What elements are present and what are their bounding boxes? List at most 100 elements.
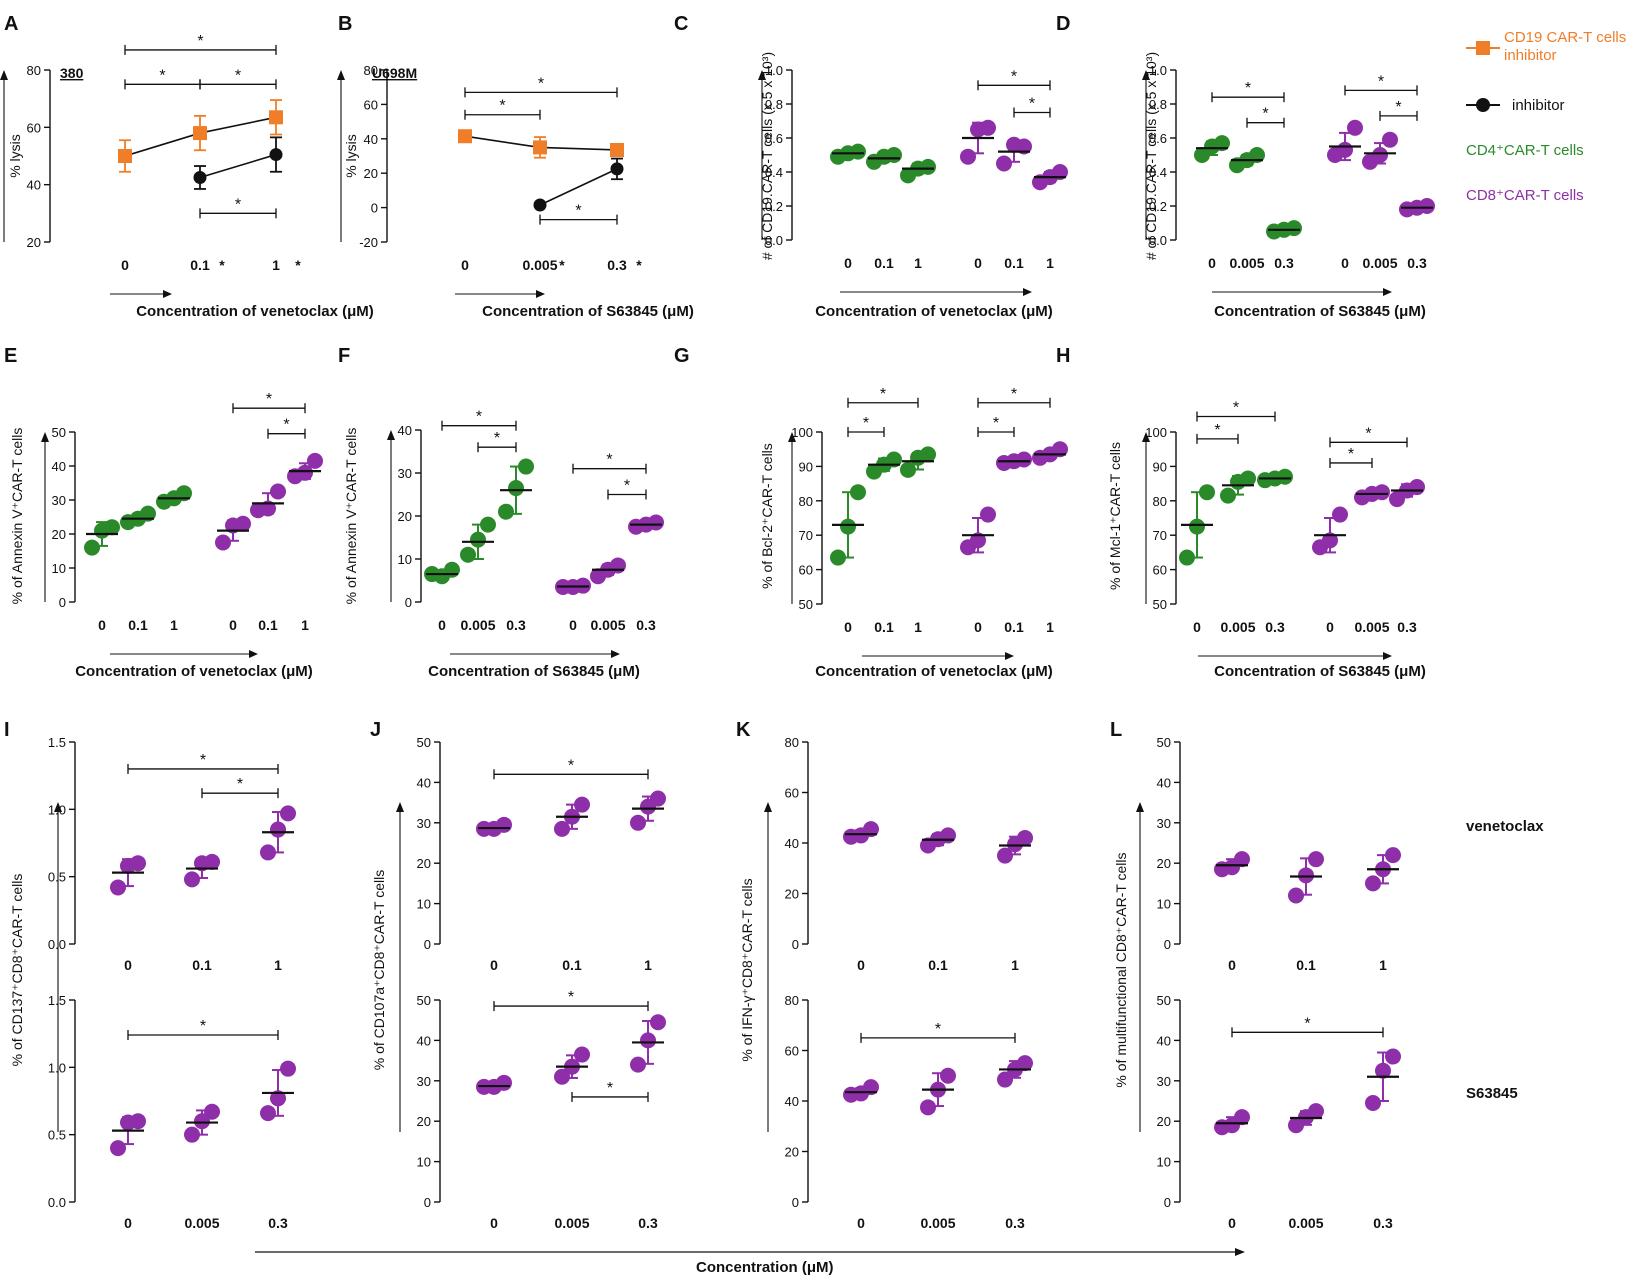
data-point-B xyxy=(533,198,547,212)
data-point-G xyxy=(850,484,866,501)
x-axis-arrowhead-G xyxy=(1005,652,1014,660)
x-tick-label-H: 0.005 xyxy=(1220,619,1255,635)
data-point-D xyxy=(1347,119,1363,136)
data-point-I-venetoclax xyxy=(120,857,136,874)
x-tick-label-G: 0.1 xyxy=(874,619,894,635)
panel-label-J: J xyxy=(370,719,381,741)
legend: CD19 CAR-T cells inhibitor inhibitor CD4… xyxy=(1466,29,1626,204)
sig-star-F: * xyxy=(476,409,482,426)
x-tick-label-J-s63845: 0.005 xyxy=(554,1215,589,1231)
data-point-B xyxy=(610,162,624,176)
y-tick-label-I-venetoclax: 1.0 xyxy=(48,802,66,817)
x-tick-label-J-s63845: 0.3 xyxy=(638,1215,658,1231)
y-tick-label-A: 40 xyxy=(27,178,41,193)
sig-star-H: * xyxy=(1233,400,1239,417)
x-tick-label-L-venetoclax: 0 xyxy=(1228,957,1236,973)
y-tick-label-G: 60 xyxy=(799,563,813,578)
bottom-axis-arrow xyxy=(255,1248,1245,1256)
x-axis-arrowhead-C xyxy=(1023,288,1032,296)
y-axis-label-G: % of Bcl-2⁺CAR-T cells xyxy=(759,443,775,589)
data-point-I-s63845 xyxy=(184,1126,200,1143)
panel-label-E: E xyxy=(4,345,17,367)
x-axis-arrowhead-H xyxy=(1383,652,1392,660)
data-point-J-venetoclax xyxy=(630,814,646,831)
sig-star-D: * xyxy=(1245,80,1251,97)
data-point-I-s63845 xyxy=(280,1060,296,1077)
chart-panel-D: D 0.0 0.2 0.4 0.6 0.8 1.0# of CD19.CAR-T cells… xyxy=(1056,13,1435,320)
y-tick-label-C: 0.0 xyxy=(765,233,783,248)
data-point-I-s63845 xyxy=(260,1105,276,1122)
side-label-s63845: S63845 xyxy=(1466,1085,1518,1102)
y-tick-label-L-venetoclax: 30 xyxy=(1157,816,1171,831)
sig-star-G: * xyxy=(880,386,886,403)
y-tick-label-K-venetoclax: 80 xyxy=(785,735,799,750)
data-point-F xyxy=(460,546,476,563)
bottom-xlabel: Concentration (μM) xyxy=(696,1259,834,1276)
sig-star-H: * xyxy=(1365,425,1371,442)
y-tick-label-I-venetoclax: 1.5 xyxy=(48,735,66,750)
x-tick-label-C: 1 xyxy=(1046,255,1054,271)
data-point-C xyxy=(960,148,976,165)
data-point-G xyxy=(980,506,996,523)
x-tick-label-E: 1 xyxy=(170,617,178,633)
y-tick-label-H: 90 xyxy=(1153,459,1167,474)
y-tick-label-E: 0 xyxy=(59,595,66,610)
y-tick-label-L-venetoclax: 10 xyxy=(1157,897,1171,912)
y-tick-label-L-venetoclax: 20 xyxy=(1157,856,1171,871)
chart-panel-A: A 380 20 40 60 80 % lysis 0 0.1 * 1 * Concentration … xyxy=(0,13,374,320)
legend-black-marker xyxy=(1476,98,1490,112)
sig-star-C: * xyxy=(1029,96,1035,113)
data-point-I-s63845 xyxy=(120,1114,136,1131)
data-point-D xyxy=(1337,141,1353,158)
legend-label-inhibitor: inhibitor xyxy=(1512,97,1565,114)
data-point-I-venetoclax xyxy=(194,855,210,872)
panel-label-G: G xyxy=(674,345,690,367)
y-axis-label-B: % lysis xyxy=(343,134,359,178)
y-tick-label-G: 70 xyxy=(799,528,813,543)
y-tick-label-L-venetoclax: 40 xyxy=(1157,775,1171,790)
data-point-G xyxy=(830,549,846,566)
data-point-H xyxy=(1332,506,1348,523)
x-tick-label-J-venetoclax: 0 xyxy=(490,957,498,973)
x-tick-label-A: 0 xyxy=(121,257,129,273)
data-point-C xyxy=(1006,136,1022,153)
y-axis-arrowhead-B xyxy=(337,70,345,80)
panel-label-L: L xyxy=(1110,719,1122,741)
y-tick-label-G: 80 xyxy=(799,494,813,509)
side-label-venetoclax: venetoclax xyxy=(1466,818,1544,835)
data-point-F xyxy=(518,458,534,475)
sig-star-E: * xyxy=(283,417,289,434)
data-point-D xyxy=(1382,131,1398,148)
data-point-I-venetoclax xyxy=(280,805,296,822)
y-tick-label-L-s63845: 10 xyxy=(1157,1155,1171,1170)
data-point-J-venetoclax xyxy=(574,796,590,813)
y-tick-label-F: 10 xyxy=(398,552,412,567)
x-tick-label-L-s63845: 0 xyxy=(1228,1215,1236,1231)
y-tick-label-K-venetoclax: 0 xyxy=(792,937,799,952)
y-axis-arrowhead-F xyxy=(387,430,395,440)
y-tick-label-J-venetoclax: 0 xyxy=(424,937,431,952)
x-tick-label-K-venetoclax: 0 xyxy=(857,957,865,973)
y-tick-label-L-s63845: 0 xyxy=(1164,1195,1171,1210)
data-point-L-venetoclax xyxy=(1308,851,1324,868)
y-tick-label-K-venetoclax: 40 xyxy=(785,836,799,851)
y-axis-label-C: # of CD19.CAR-T cells (x 5 x 10³) xyxy=(759,52,775,260)
data-point-E xyxy=(215,534,231,551)
x-tick-star-A: * xyxy=(295,257,301,273)
x-tick-label-F: 0.005 xyxy=(590,617,625,633)
y-tick-label-E: 10 xyxy=(52,561,66,576)
x-tick-label-E: 0.1 xyxy=(128,617,148,633)
x-tick-label-H: 0.3 xyxy=(1397,619,1417,635)
x-tick-label-F: 0 xyxy=(438,617,446,633)
data-point-G xyxy=(910,449,926,466)
data-point-E xyxy=(297,464,313,481)
data-point-B xyxy=(533,140,547,155)
x-tick-label-G: 1 xyxy=(914,619,922,635)
y-tick-label-E: 30 xyxy=(52,493,66,508)
y-axis-arrowhead-A xyxy=(0,70,8,80)
chart-panel-J: J% of CD107a⁺CD8⁺CAR-T cells 010203040500… xyxy=(370,719,666,1231)
x-tick-label-G: 0 xyxy=(974,619,982,635)
x-axis-arrowhead-F xyxy=(611,650,620,658)
y-axis-label-F: % of Annexin V⁺CAR-T cells xyxy=(343,428,359,605)
